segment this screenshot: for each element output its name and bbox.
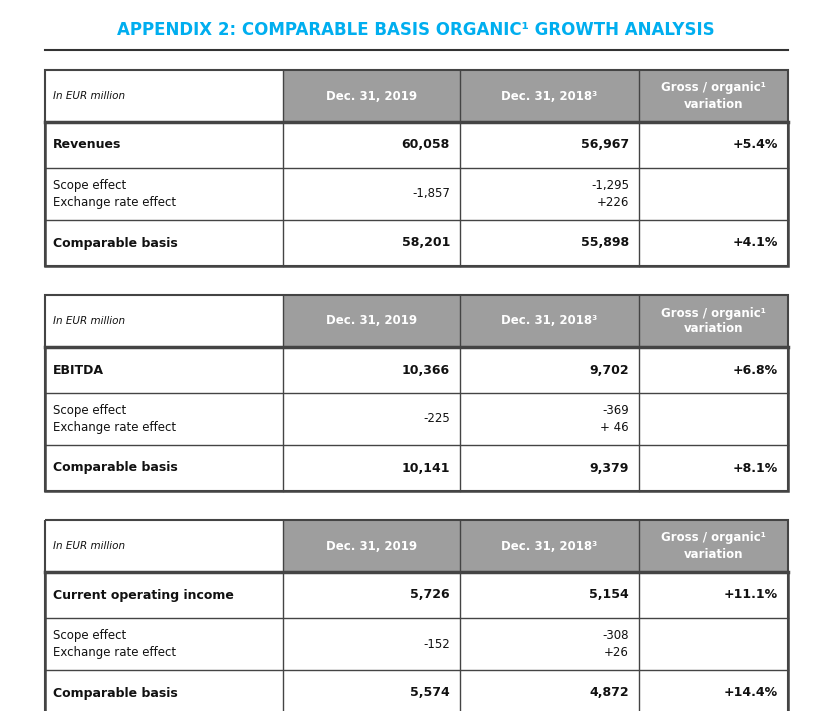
Bar	[45, 295, 788, 491]
Bar	[283, 295, 788, 347]
Text: Scope effect
Exchange rate effect: Scope effect Exchange rate effect	[53, 179, 176, 209]
Text: -369
+ 46: -369 + 46	[601, 405, 629, 434]
Text: 56,967: 56,967	[581, 139, 629, 151]
Text: Gross / organic¹
variation: Gross / organic¹ variation	[661, 532, 766, 560]
Text: 60,058: 60,058	[402, 139, 450, 151]
Text: Revenues: Revenues	[53, 139, 122, 151]
Bar	[45, 122, 788, 266]
Bar	[45, 520, 788, 711]
Text: Dec. 31, 2018³: Dec. 31, 2018³	[501, 314, 597, 328]
Text: 5,726: 5,726	[411, 589, 450, 602]
Text: Comparable basis: Comparable basis	[53, 237, 177, 250]
Bar	[45, 347, 788, 491]
Text: In EUR million: In EUR million	[53, 91, 125, 101]
Text: 10,366: 10,366	[402, 363, 450, 377]
Text: Scope effect
Exchange rate effect: Scope effect Exchange rate effect	[53, 629, 176, 659]
Text: -308
+26: -308 +26	[602, 629, 629, 659]
Text: 55,898: 55,898	[581, 237, 629, 250]
Bar	[283, 520, 788, 572]
Text: Dec. 31, 2018³: Dec. 31, 2018³	[501, 540, 597, 552]
Text: 10,141: 10,141	[402, 461, 450, 474]
Text: 4,872: 4,872	[590, 687, 629, 700]
Text: +8.1%: +8.1%	[733, 461, 778, 474]
Text: +11.1%: +11.1%	[724, 589, 778, 602]
Text: 5,154: 5,154	[589, 589, 629, 602]
Text: Current operating income: Current operating income	[53, 589, 234, 602]
Text: Gross / organic¹
variation: Gross / organic¹ variation	[661, 82, 766, 110]
Text: +6.8%: +6.8%	[733, 363, 778, 377]
Text: Dec. 31, 2018³: Dec. 31, 2018³	[501, 90, 597, 102]
Text: -1,295
+226: -1,295 +226	[591, 179, 629, 209]
Text: -225: -225	[423, 412, 450, 425]
Bar	[45, 572, 788, 711]
Text: -1,857: -1,857	[412, 188, 450, 201]
Text: Comparable basis: Comparable basis	[53, 687, 177, 700]
Text: Dec. 31, 2019: Dec. 31, 2019	[326, 540, 417, 552]
Text: 9,702: 9,702	[590, 363, 629, 377]
Text: Dec. 31, 2019: Dec. 31, 2019	[326, 90, 417, 102]
Text: Dec. 31, 2019: Dec. 31, 2019	[326, 314, 417, 328]
Text: +14.4%: +14.4%	[724, 687, 778, 700]
Bar	[45, 70, 788, 266]
Text: In EUR million: In EUR million	[53, 541, 125, 551]
Text: EBITDA: EBITDA	[53, 363, 104, 377]
Text: 58,201: 58,201	[402, 237, 450, 250]
Text: APPENDIX 2: COMPARABLE BASIS ORGANIC¹ GROWTH ANALYSIS: APPENDIX 2: COMPARABLE BASIS ORGANIC¹ GR…	[117, 21, 715, 39]
Text: +4.1%: +4.1%	[733, 237, 778, 250]
Text: -152: -152	[423, 638, 450, 651]
Text: In EUR million: In EUR million	[53, 316, 125, 326]
Text: +5.4%: +5.4%	[733, 139, 778, 151]
Text: Comparable basis: Comparable basis	[53, 461, 177, 474]
Text: 5,574: 5,574	[410, 687, 450, 700]
Text: 9,379: 9,379	[590, 461, 629, 474]
Bar	[283, 70, 788, 122]
Text: Scope effect
Exchange rate effect: Scope effect Exchange rate effect	[53, 405, 176, 434]
Text: Gross / organic¹
variation: Gross / organic¹ variation	[661, 306, 766, 336]
